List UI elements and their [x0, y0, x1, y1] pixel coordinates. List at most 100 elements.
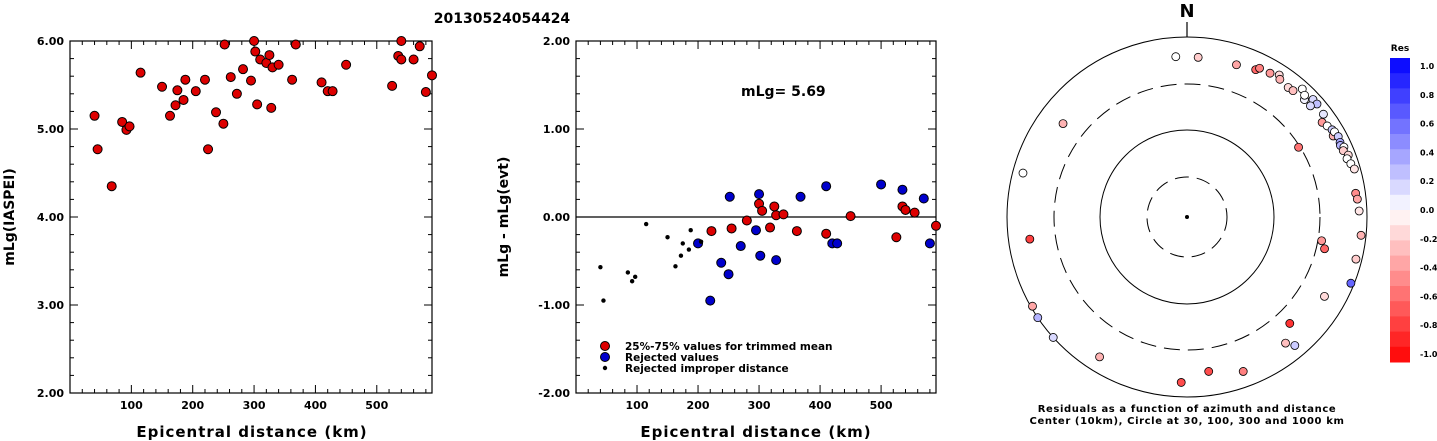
tick-group: 100 200 300 400 500 -2.00 -1.00 0.00 1.00 2.00: [538, 35, 936, 412]
rejected-distance-point: [698, 239, 704, 244]
circle-300km: [1053, 83, 1321, 351]
colorbar-swatch: [1390, 134, 1410, 150]
x-tick-label: 100: [120, 399, 143, 412]
colorbar: Res 1.0 0.8 0.6 0.4 0.2 0.0 -0.2 -0.4 -0.6 -0.8 -1…: [1390, 44, 1437, 363]
trimmed-mean-point: [791, 226, 802, 237]
data-point: [408, 54, 419, 65]
legend-marker: [600, 352, 610, 362]
data-point: [117, 116, 128, 127]
colorbar-tick-label: -1.0: [1420, 350, 1437, 359]
data-point: [199, 74, 210, 85]
colorbar-swatch: [1390, 270, 1410, 287]
data-point: [316, 77, 327, 88]
colorbar-tick-label: 0.8: [1420, 91, 1435, 100]
data-point: [211, 107, 222, 118]
data-point: [124, 121, 135, 132]
colorbar-tick-label: 1.0: [1420, 62, 1435, 71]
colorbar-swatch: [1390, 88, 1410, 105]
x-tick-label: 500: [365, 399, 388, 412]
rejected-distance-point: [625, 270, 631, 275]
rejected-point: [705, 295, 716, 306]
data-point: [249, 36, 260, 46]
data-point: [246, 75, 256, 86]
data-point: [170, 100, 181, 111]
station-point: [1095, 352, 1104, 362]
trimmed-mean-point: [821, 228, 832, 239]
station-point: [1285, 319, 1295, 328]
x-tick-label: 500: [870, 399, 893, 412]
panel-magnitude-vs-distance: 100 200 300 400 500 2.00 3.00 4.00 5.00 6.00 mLg(…: [2, 35, 437, 441]
data-point: [420, 87, 431, 98]
station-point: [1294, 142, 1303, 152]
rejected-distance-point: [629, 279, 635, 284]
rejected-distance-point: [598, 264, 603, 270]
x-tick-label: 300: [748, 399, 771, 412]
x-tick-label: 200: [181, 399, 204, 412]
rejected-point: [724, 191, 735, 202]
circle-1000km: [1006, 36, 1368, 398]
y-axis-label: mLg(IASPEI): [2, 168, 18, 266]
trimmed-mean-point: [741, 215, 752, 226]
data-point: [250, 46, 261, 57]
y-tick-label: 4.00: [37, 211, 64, 224]
colorbar-swatch: [1390, 194, 1410, 211]
y-tick-label: 2.00: [543, 35, 570, 48]
colorbar-swatch: [1390, 240, 1410, 257]
rejected-point: [876, 179, 887, 190]
colorbar-swatch: [1390, 225, 1410, 241]
rejected-point: [821, 181, 832, 192]
rejected-distance-point: [601, 298, 606, 303]
rejected-distance-point: [680, 241, 685, 246]
rejected-distance-point: [688, 228, 693, 233]
station-point: [1320, 291, 1329, 301]
station-point: [1204, 367, 1214, 376]
station-point: [1288, 86, 1298, 96]
station-point: [1352, 194, 1362, 204]
colorbar-tick-label: 0.2: [1420, 177, 1434, 186]
trimmed-mean-point: [909, 207, 920, 218]
legend-label: 25%-75% values for trimmed mean: [625, 341, 833, 353]
station-point: [1265, 68, 1275, 78]
data-point: [106, 181, 117, 192]
trimmed-mean-point: [931, 220, 941, 231]
trimmed-mean-point: [778, 209, 789, 220]
station-point: [1319, 109, 1328, 119]
rejected-distance-point: [643, 221, 649, 227]
rejected-point: [735, 241, 746, 252]
station-point: [1275, 74, 1285, 84]
colorbar-swatch: [1390, 164, 1410, 181]
colorbar-tick-label: -0.4: [1420, 264, 1437, 273]
data-point: [231, 88, 242, 99]
data-point: [341, 59, 352, 70]
data-points: [89, 36, 437, 192]
colorbar-swatch: [1390, 316, 1410, 333]
data-point: [218, 118, 229, 129]
station-point: [1025, 234, 1035, 244]
rejected-distance-point: [665, 235, 670, 240]
station-point: [1033, 313, 1043, 323]
colorbar-title: Res: [1391, 44, 1409, 54]
station-point: [1232, 60, 1241, 70]
station-point: [1171, 52, 1181, 62]
y-tick-label: 0.00: [543, 211, 570, 224]
data-point: [266, 102, 277, 113]
station-point: [1281, 338, 1290, 348]
x-tick-label: 100: [626, 399, 649, 412]
trimmed-mean-point: [845, 211, 856, 222]
station-point: [1354, 206, 1364, 216]
y-tick-label: 1.00: [543, 123, 570, 136]
legend-marker: [600, 341, 610, 351]
trimmed-mean-point: [726, 223, 737, 234]
station-point: [1238, 367, 1248, 376]
y-tick-label: 5.00: [37, 123, 64, 136]
colorbar-swatch: [1390, 346, 1410, 363]
x-axis-label: Epicentral distance (km): [640, 423, 871, 441]
colorbar-swatch: [1390, 255, 1410, 272]
rejected-point: [795, 191, 806, 202]
legend-label: Rejected values: [625, 352, 719, 364]
trimmed-mean-point: [769, 201, 780, 212]
station-point: [1346, 278, 1356, 288]
rejected-point: [771, 255, 782, 266]
trimmed-mean-point: [891, 232, 902, 243]
